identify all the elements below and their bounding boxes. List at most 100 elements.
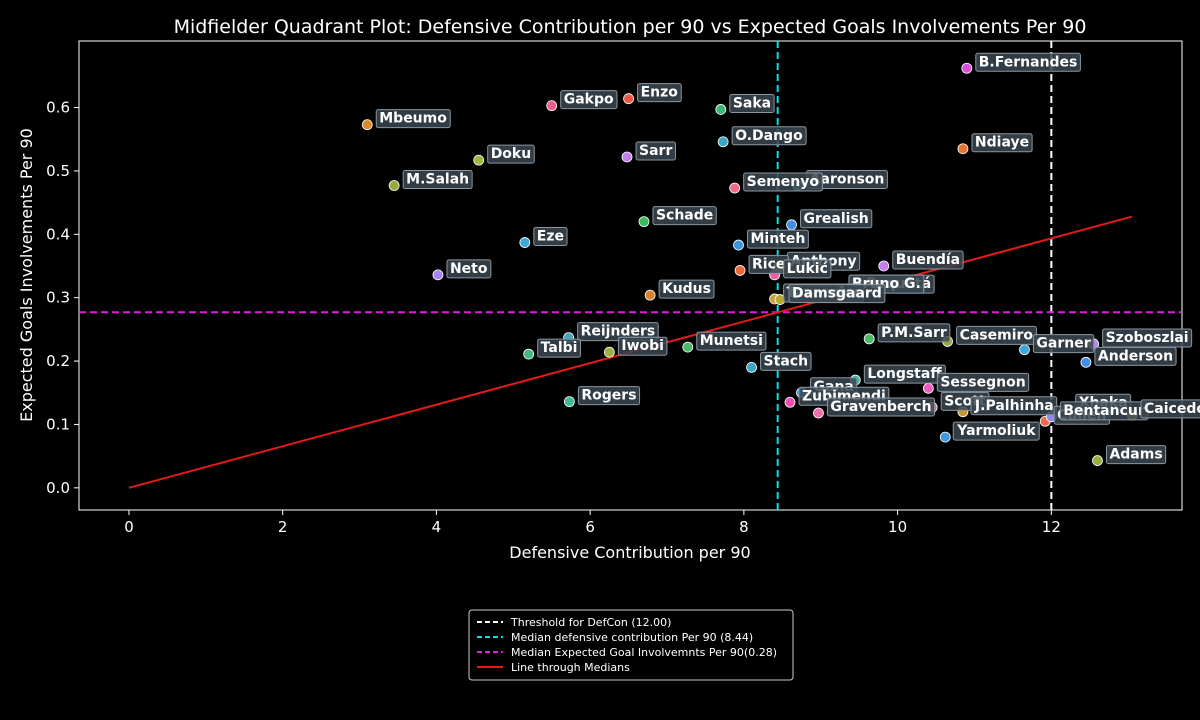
label-yarmoliuk: Yarmoliuk [956,423,1036,439]
label-box-yarmoliuk [952,421,1040,441]
x-tick-label: 12 [1042,518,1061,536]
label-box-munetsi [696,331,767,351]
label-box-sessegnon [936,372,1030,392]
label-box-b-fernandes [975,52,1081,72]
point-kudus [644,289,656,301]
label-eze: Eze [537,229,564,245]
label-casemiro: Casemiro [960,327,1034,343]
label-saka: Saka [733,95,771,111]
point-anderson [1080,356,1092,368]
point-semenyo [729,182,741,194]
label-box-rogers [577,386,641,406]
label-box-grealish [800,209,873,229]
label-lukic: Lukić [787,261,828,277]
label-caicedo: Caicedo [1144,401,1200,417]
label-iwobi: Iwobi [621,338,664,354]
legend-entry: Threshold for DefCon (12.00) [510,616,671,629]
y-axis-label: Expected Goals Involvements Per 90 [17,128,36,422]
legend: Threshold for DefCon (12.00) Median defen… [468,609,794,681]
label-box-anderson [1094,346,1177,366]
label-box-j-palhinha [970,396,1058,416]
point-neto [432,269,444,281]
label-box-minteh [746,229,809,249]
point-yarmoliuk [939,431,951,443]
label-longstaff: Longstaff [867,366,942,382]
label-box-gakpo [560,90,618,110]
label-szoboszlai: Szoboszlai [1106,330,1189,346]
label-m-salah: M.Salah [406,172,469,188]
x-tick-label: 0 [124,518,134,536]
point-zubimendi [784,396,796,408]
x-tick-label: 2 [278,518,288,536]
label-box-caicedo [1140,399,1200,419]
label-rice: Rice [752,256,785,272]
label-j-palhinha: J.Palhinha [974,398,1054,414]
point-grealish [786,219,797,231]
label-box-buendia [892,250,964,270]
label-ndiaye: Ndiaye [975,135,1029,151]
label-talbi: Talbi [541,340,578,356]
label-box-schade [652,206,717,226]
label-box-iwobi [617,336,668,356]
point-labels: B.Fernandes Gakpo Enzo Saka Mbeumo O.Dango Ndi… [375,52,1200,465]
label-box-neto [446,259,492,279]
label-sarr: Sarr [639,143,672,159]
label-stach: Stach [764,353,809,369]
label-enzo: Enzo [641,85,679,101]
label-rogers: Rogers [581,388,636,404]
label-box-ndiaye [971,133,1033,153]
x-tick-label: 6 [585,518,595,536]
label-gakpo: Gakpo [564,92,614,108]
y-tick-label: 0.3 [46,289,70,307]
point-enzo [623,93,634,105]
label-box-semenyo [743,172,823,192]
x-axis-ticks: 0 2 4 6 8 10 12 [124,510,1061,536]
label-kudus: Kudus [662,281,711,297]
label-box-o-dango [731,126,807,146]
point-talbi [523,348,535,360]
legend-box [468,609,794,681]
label-box-mbeumo [375,109,451,129]
label-anderson: Anderson [1098,348,1173,364]
label-b-fernandes: B.Fernandes [979,54,1078,70]
y-axis-ticks: 0.0 0.1 0.2 0.3 0.4 0.5 0.6 [46,99,79,497]
point-rogers [563,396,575,408]
label-o-dango: O.Dango [735,128,803,144]
point-adams [1092,455,1103,466]
label-p-m-sarr: P.M.Sarr [881,325,947,341]
point-garner [1019,344,1030,356]
point-schade [638,216,650,228]
x-tick-label: 10 [888,518,907,536]
point-m-salah [388,180,400,191]
label-mbeumo: Mbeumo [379,111,447,127]
label-bentancur: Bentancur [1063,403,1145,419]
plot-frame [78,40,1183,511]
point-gakpo [546,100,558,112]
label-garner: Garner [1036,336,1090,352]
point-sessegnon [922,382,934,394]
point-o-dango [717,136,729,148]
label-munetsi: Munetsi [700,333,763,349]
legend-entry: Median Expected Goal Involvemnts Per 90(… [511,646,777,659]
y-tick-label: 0.4 [46,225,70,243]
label-box-stach [760,351,812,371]
point-munetsi [682,341,694,353]
point-rice [734,265,746,276]
label-box-garner [1032,334,1095,354]
point-eze [519,237,531,248]
label-box-p-m-sarr [877,323,951,343]
label-box-adams [1105,445,1167,465]
label-adams: Adams [1109,447,1162,463]
point-stach [746,361,757,373]
y-tick-label: 0.0 [46,479,70,497]
point-buendia [878,260,890,272]
point-sarr [621,151,633,163]
label-gravenberch: Gravenberch [830,399,931,415]
label-box-eze [533,227,568,247]
point-b-fernandes [961,62,973,74]
x-axis-label: Defensive Contribution per 90 [509,543,750,562]
label-semenyo: Semenyo [747,174,820,190]
label-box-kudus [658,279,715,299]
point-gravenberch [813,407,824,419]
